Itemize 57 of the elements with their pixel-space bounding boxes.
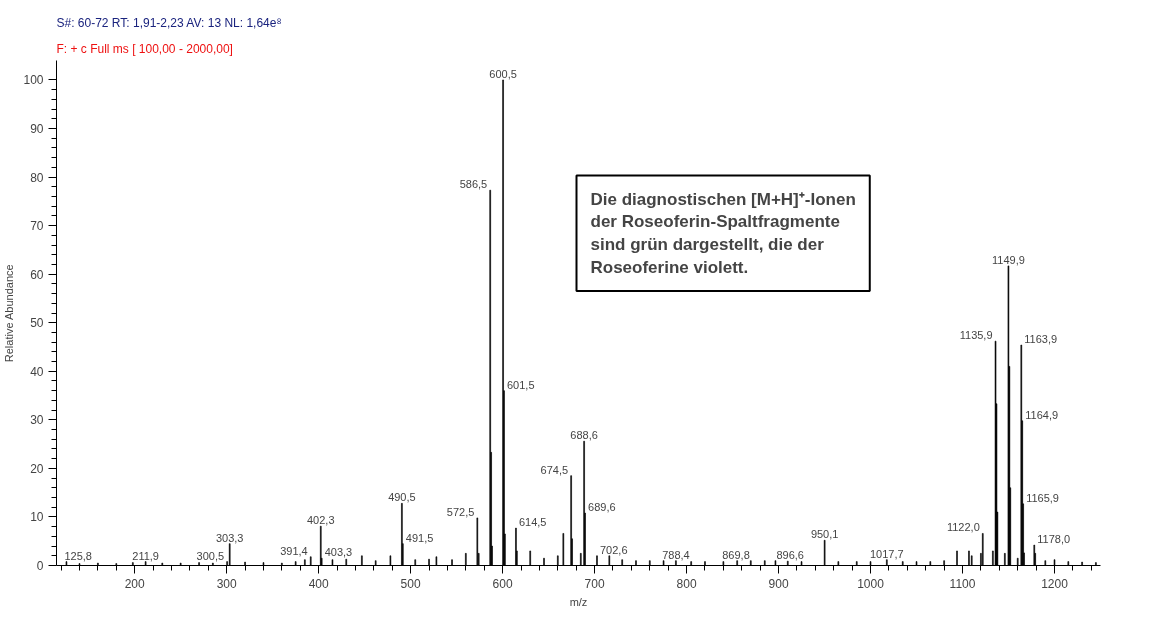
annotation: 614,5 [518, 516, 547, 529]
annotation: 391,4 [280, 544, 308, 557]
y-tick-label: 0 [36, 559, 44, 573]
annotation: 1017,7 [870, 547, 904, 560]
annotation: 572,5 [446, 505, 475, 518]
annotation: Die diagnostischen [M+H]⁺-Ionen der Roseoferin-Spaltfragmente sind grün dargestellt, die der Roseoferine violett. [590, 189, 856, 277]
annotation: 896,6 [776, 548, 804, 561]
annotation: 211,9 [132, 549, 159, 562]
annotation: 702,6 [599, 543, 628, 556]
y-tick-label: 40 [30, 364, 44, 379]
chart-subtitle: F: + c Full ms [ 100,00 - 2000,00] [56, 41, 233, 56]
x-tick-label: 900 [768, 576, 789, 591]
x-axis-title: m/z [569, 595, 588, 608]
annotation: 600,5 [489, 67, 517, 80]
annotation: 1135,9 [959, 329, 993, 342]
x-tick-label: 700 [584, 576, 605, 591]
annotation: 1163,9 [1024, 333, 1058, 346]
x-tick-label: 1200 [1041, 576, 1069, 591]
x-tick-label: 300 [216, 576, 237, 591]
y-tick-label: 100 [23, 73, 44, 88]
annotation: 402,3 [307, 514, 335, 527]
y-tick-label: 60 [30, 267, 44, 282]
x-tick-label: 500 [400, 576, 421, 591]
x-tick-label: 1000 [857, 576, 885, 591]
y-axis-title: Relative Abundance [3, 264, 16, 363]
annotation: 869,8 [722, 548, 750, 561]
y-tick-label: 20 [30, 461, 44, 476]
annotation: 688,6 [570, 429, 598, 442]
x-tick-label: 400 [308, 576, 329, 591]
x-tick-label: 800 [676, 576, 697, 591]
annotation: 586,5 [459, 178, 488, 191]
y-tick-label: 30 [30, 413, 44, 428]
annotation: 689,6 [588, 501, 616, 514]
annotation: 403,3 [324, 546, 353, 559]
annotation: 125,8 [64, 549, 92, 562]
annotation: 1149,9 [992, 253, 1025, 266]
y-tick-label: 70 [30, 219, 44, 234]
y-tick-label: 50 [30, 316, 44, 331]
annotation: 490,5 [388, 491, 416, 504]
annotation: 788,4 [662, 548, 690, 561]
x-tick-label: 600 [492, 576, 513, 591]
x-tick-label: 200 [124, 576, 146, 591]
annotation: 1178,0 [1037, 533, 1071, 546]
y-tick-label: 10 [30, 510, 44, 525]
x-tick-label: 1100 [949, 576, 976, 591]
annotation: 1122,0 [946, 521, 980, 534]
annotation: 950,1 [810, 528, 839, 541]
chart-title: S#: 60-72 RT: 1,91-2,23 AV: 13 NL: 1,64e⁸ [56, 15, 282, 30]
annotation: 491,5 [405, 531, 434, 544]
y-tick-label: 80 [30, 170, 44, 185]
y-tick-label: 90 [30, 121, 44, 136]
annotation: 674,5 [540, 463, 569, 476]
annotation: 300,5 [196, 549, 225, 562]
annotation: 303,3 [215, 531, 244, 544]
annotation: 601,5 [506, 378, 535, 391]
annotation: 1164,9 [1025, 408, 1059, 421]
annotation: 1165,9 [1026, 491, 1059, 504]
